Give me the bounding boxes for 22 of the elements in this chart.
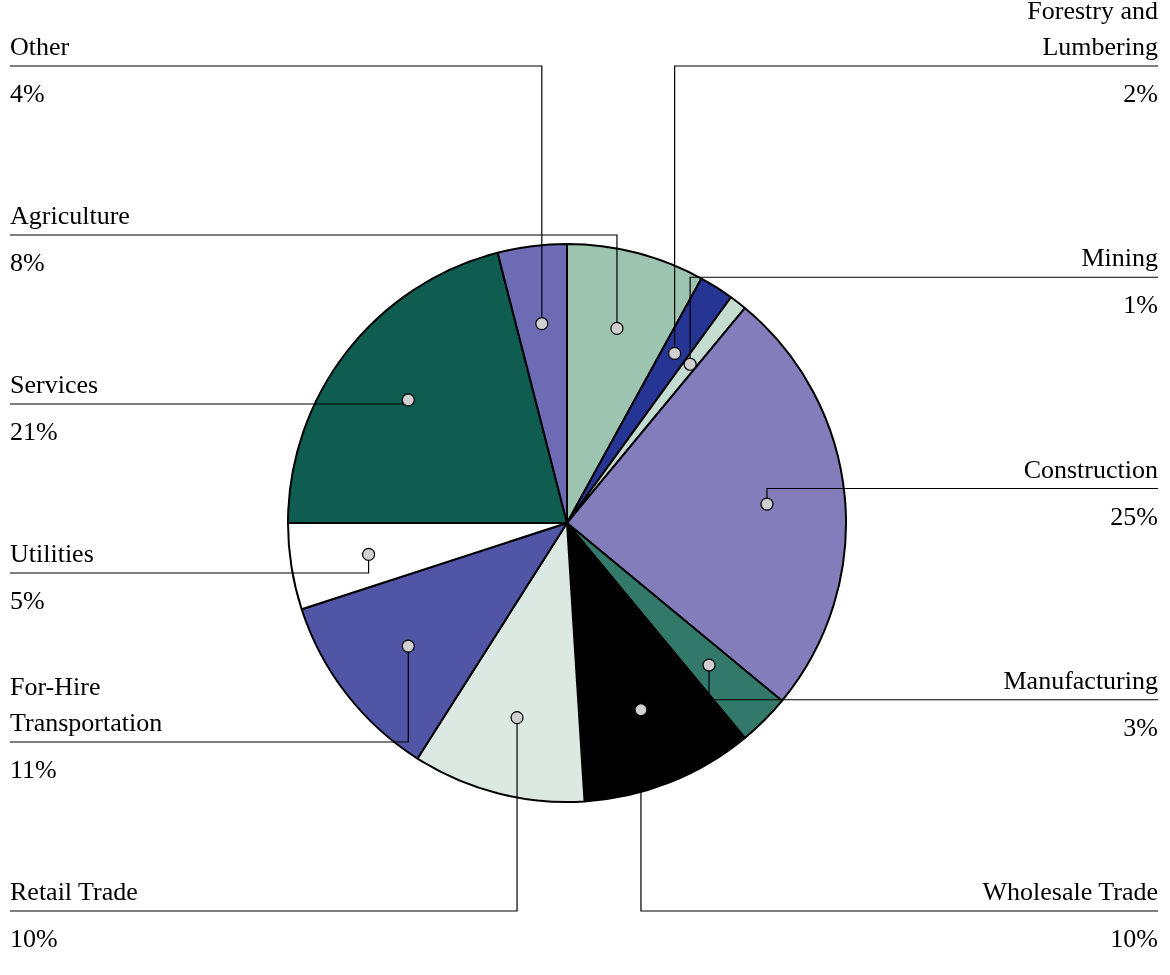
slice-label: Other [10, 32, 70, 61]
slice-label: For-Hire Transportation [10, 672, 163, 737]
data-label: 2% [1123, 79, 1158, 108]
slice-label: Manufacturing [1003, 665, 1158, 695]
slice-label: Construction [1023, 454, 1158, 484]
slice-label: Services [10, 370, 99, 399]
data-label: 4% [10, 79, 45, 108]
data-label: 21% [10, 417, 58, 446]
data-label: 10% [10, 924, 58, 953]
slice-label: Mining [1081, 243, 1158, 273]
slice-label: Forestry and Lumbering [1027, 0, 1158, 61]
slice-label: Wholesale Trade [982, 877, 1158, 906]
data-label: 11% [10, 755, 57, 784]
slice-label: Retail Trade [10, 877, 138, 906]
data-label: 3% [1123, 712, 1158, 742]
slice-label: Agriculture [10, 201, 130, 230]
data-label: 10% [1110, 924, 1158, 953]
data-label: 25% [1110, 501, 1158, 531]
data-label: 8% [10, 248, 45, 277]
data-label: 5% [10, 586, 45, 615]
slice-label: Utilities [10, 539, 94, 568]
data-label: 1% [1123, 290, 1158, 320]
